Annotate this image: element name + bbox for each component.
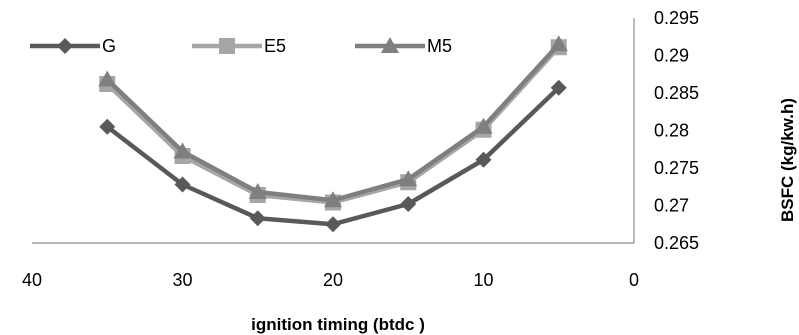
data-point [248,183,267,199]
y-tick-label: 0.275 [654,158,699,178]
data-point [249,210,266,227]
data-point [399,170,418,187]
legend-label: G [102,36,116,56]
data-point [550,79,567,96]
x-tick-labels: 40 30 20 10 0 [22,270,639,290]
legend-label: E5 [264,36,286,56]
data-point [98,70,117,87]
legend: G E5 M5 [30,36,452,56]
data-point [325,216,341,233]
axes [32,18,635,244]
y-tick-label: 0.295 [654,8,699,28]
legend-item: G [30,36,116,56]
data-point [400,196,417,212]
legend-marker [219,38,235,54]
legend-marker [381,37,399,53]
series-e5 [99,39,567,211]
y-tick-label: 0.285 [654,83,699,103]
series-m5 [98,35,568,208]
data-point [99,118,116,135]
x-tick-label: 0 [629,270,639,290]
y-tick-label: 0.28 [654,121,689,141]
x-axis-title: ignition timing (btdc ) [251,315,425,334]
data-point [174,176,191,193]
series-g [99,79,567,233]
y-tick-label: 0.29 [654,46,689,66]
legend-marker [57,38,73,54]
data-point [474,117,493,134]
data-point [173,142,192,159]
y-tick-label: 0.27 [654,196,689,216]
legend-label: M5 [427,36,452,56]
x-tick-label: 20 [323,270,343,290]
y-tick-label: 0.265 [654,233,699,253]
x-tick-label: 30 [172,270,192,290]
y-tick-labels: 0.265 0.27 0.275 0.28 0.285 0.29 0.295 [654,8,699,253]
legend-item: E5 [192,36,286,56]
legend-item: M5 [355,36,452,56]
x-tick-label: 10 [473,270,493,290]
y-axis-title: BSFC (kg/kw.h) [778,98,797,222]
data-point [549,35,568,52]
data-point [324,191,342,208]
x-tick-label: 40 [22,270,42,290]
series-group [98,35,568,233]
data-point [475,151,492,168]
